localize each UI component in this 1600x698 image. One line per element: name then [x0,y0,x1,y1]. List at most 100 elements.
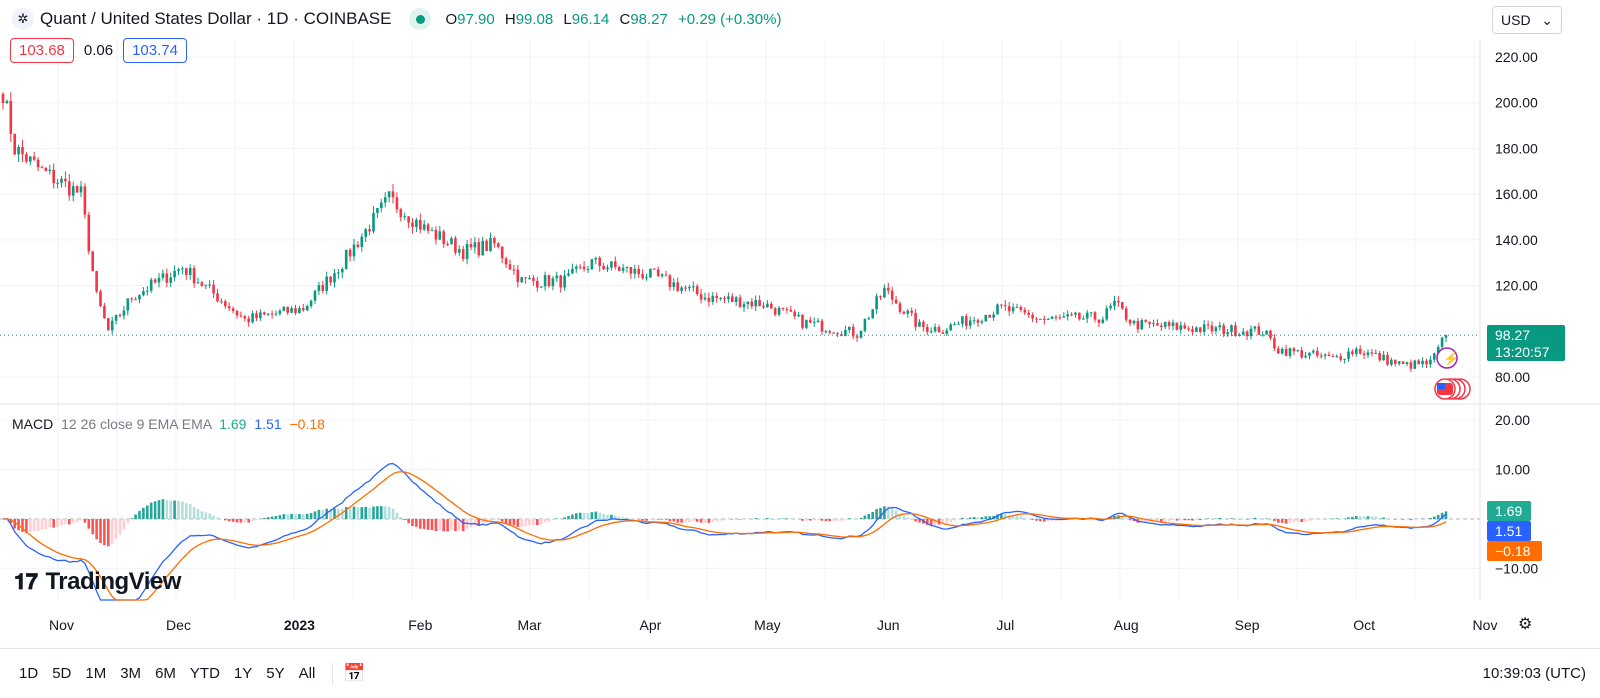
range-5d[interactable]: 5D [52,665,72,682]
candle [532,278,535,282]
macd-histogram-bar [582,512,586,519]
macd-histogram-bar [329,509,332,519]
macd-histogram-bar [1366,516,1370,519]
macd-histogram-bar [426,519,430,530]
candle [255,313,258,319]
macd-histogram-bar [192,506,196,519]
calendar-goto-date-icon[interactable]: 📅 [343,663,366,683]
price-chart[interactable]: 220.00 200.00 180.00 160.00 140.00 120.00 80.0… [0,0,1600,648]
range-1d[interactable]: 1D [19,665,39,682]
candle [419,219,422,230]
candle [1351,351,1354,354]
candle [251,313,254,323]
candle [1265,330,1268,335]
candle [516,269,520,283]
candle [5,100,9,103]
candle [621,267,625,271]
macd-histogram-bar [1444,511,1448,519]
macd-legend[interactable]: MACD 12 26 close 9 EMA EMA 1.69 1.51 −0.… [12,416,325,432]
macd-histogram-bar [824,519,828,522]
signal-value-tag-text: 1.51 [1495,523,1522,539]
last-price-tag-bg [1487,325,1565,361]
macd-histogram-bar [812,519,816,521]
macd-histogram-bar [832,519,835,522]
macd-histogram-bar [239,519,243,523]
range-1m[interactable]: 1M [85,665,107,682]
candle [1019,306,1023,310]
time-tick: Nov [1473,617,1498,633]
last-price-tag-text: 13:20:57 [1495,344,1550,360]
price-tick: 120.00 [1495,278,1538,294]
candle [485,240,488,252]
candle [1035,318,1038,320]
candle [489,237,492,252]
candle [824,331,828,333]
candle [1113,300,1116,306]
currency-select[interactable]: USD ⌄ [1492,6,1562,34]
macd-histogram-bar [1128,519,1132,521]
candle [598,257,601,266]
candle [1160,325,1163,327]
macd-histogram-bar [1288,519,1292,523]
candle [348,249,352,257]
macd-histogram-bar [497,519,500,521]
candle [508,264,512,270]
candle [1000,304,1003,306]
last-price-tag-text: 98.27 [1495,327,1530,343]
candle [1421,360,1424,365]
macd-histogram-bar [528,519,531,526]
macd-histogram-bar [138,510,141,519]
macd-histogram-bar [407,519,410,524]
time-tick: Jun [877,617,900,633]
candle [364,229,367,237]
clock[interactable]: 10:39:03 (UTC) [1482,665,1586,682]
candle [122,310,126,316]
buy-price-button[interactable]: 103.74 [123,38,187,63]
macd-histogram-bar [122,519,126,530]
candle [1046,318,1050,320]
range-1y[interactable]: 1Y [233,665,253,682]
macd-histogram-bar [820,519,824,521]
range-6m[interactable]: 6M [155,665,176,682]
tradingview-logo[interactable]: 𝟏𝟕 TradingView [14,568,181,595]
candle [1015,306,1019,308]
candle [965,316,968,326]
candle [21,147,24,155]
candle [1222,325,1225,335]
macd-histogram-bar [836,519,839,521]
macd-histogram-bar [321,510,325,519]
macd-histogram-bar [181,501,184,519]
market-status-icon[interactable] [409,8,432,30]
macd-histogram-bar [867,514,871,519]
macd-histogram-bar [44,519,48,529]
candle [224,301,227,307]
candle [625,267,629,269]
macd-histogram-bar [1000,513,1003,519]
candle [130,298,133,300]
candle [1121,302,1124,309]
macd-histogram-bar [251,519,254,522]
economic-event-icon [1434,378,1471,400]
macd-histogram-bar [532,519,535,525]
candle [356,244,360,248]
macd-histogram-bar [602,514,605,519]
candle [926,326,929,332]
range-3m[interactable]: 3M [120,665,142,682]
macd-histogram-bar [442,519,445,532]
candle [629,267,633,274]
macd-histogram-bar [216,517,219,519]
sell-price-button[interactable]: 103.68 [10,38,74,63]
macd-histogram-bar [1265,518,1268,519]
macd-histogram-bar [434,519,438,532]
time-tick: Nov [49,617,74,633]
range-ytd[interactable]: YTD [189,665,220,682]
macd-histogram-bar [1280,519,1284,523]
candle [953,324,956,326]
range-5y[interactable]: 5Y [266,665,285,682]
macd-histogram-bar [1378,517,1381,519]
candle [146,290,149,292]
symbol-title[interactable]: Quant / United States Dollar · 1D · COIN… [40,9,392,28]
settings-icon[interactable]: ⚙ [1518,616,1533,633]
range-all[interactable]: All [298,665,316,682]
macd-histogram-bar [395,512,399,519]
